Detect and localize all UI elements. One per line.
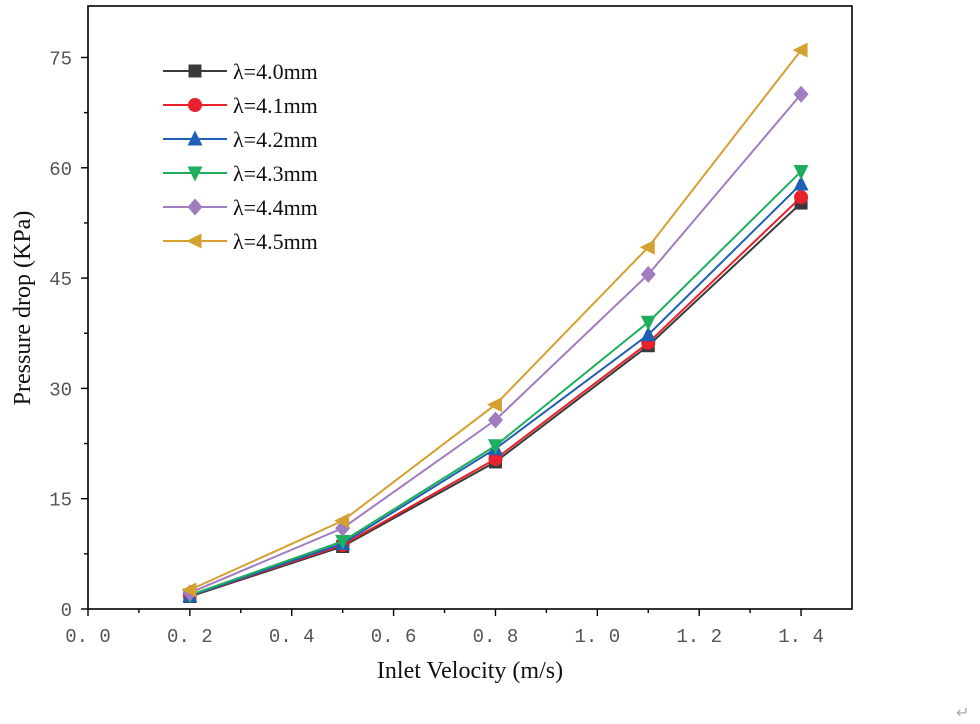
diamond-marker	[793, 85, 809, 103]
plot-frame	[87, 5, 853, 610]
y-axis-title: Pressure drop (KPa)	[10, 211, 36, 406]
legend-label: λ=4.3mm	[233, 161, 318, 186]
series-layer	[181, 42, 809, 604]
legend-item: λ=4.0mm	[163, 59, 318, 84]
legend-label: λ=4.1mm	[233, 93, 318, 118]
triangle-left-marker	[186, 233, 202, 249]
x-tick-label: 1. 4	[778, 626, 824, 648]
triangle-left-marker	[334, 513, 350, 529]
y-tick-label: 30	[49, 379, 72, 401]
y-tick-label: 45	[49, 269, 72, 291]
square-marker	[188, 64, 202, 78]
legend-label: λ=4.0mm	[233, 59, 318, 84]
triangle-down-marker	[335, 534, 351, 550]
circle-marker	[794, 190, 809, 205]
y-tick-label: 15	[49, 490, 72, 512]
diamond-marker	[487, 411, 503, 429]
legend-label: λ=4.5mm	[233, 229, 318, 254]
triangle-left-marker	[639, 239, 655, 255]
x-tick-label: 0. 4	[269, 626, 315, 648]
triangle-left-marker	[486, 397, 502, 413]
legend-item: λ=4.1mm	[163, 93, 318, 118]
triangle-left-marker	[792, 42, 808, 58]
y-tick-label: 0	[61, 600, 72, 622]
x-tick-label: 0. 0	[65, 626, 111, 648]
circle-marker	[488, 451, 503, 466]
x-tick-label: 0. 6	[371, 626, 417, 648]
x-tick-label: 0. 2	[167, 626, 213, 648]
legend-label: λ=4.2mm	[233, 127, 318, 152]
triangle-up-marker	[793, 175, 809, 191]
x-tick-label: 1. 0	[575, 626, 621, 648]
circle-marker	[188, 98, 202, 112]
x-tick-label: 0. 8	[473, 626, 519, 648]
series-5	[181, 42, 808, 598]
x-axis: 0. 0 0. 2 0. 4 0. 6 0. 8 1. 0 1. 2 1. 4	[65, 609, 824, 648]
diamond-marker	[187, 198, 203, 216]
triangle-down-marker	[487, 439, 503, 455]
triangle-up-marker	[187, 130, 203, 146]
series-line	[189, 196, 802, 597]
triangle-down-marker	[793, 164, 809, 180]
legend-item: λ=4.3mm	[163, 161, 318, 186]
x-tick-label: 1. 2	[676, 626, 722, 648]
return-arrow-icon: ↵	[956, 703, 969, 722]
triangle-down-marker	[187, 166, 203, 182]
legend: λ=4.0mm λ=4.1mm λ=4.2mm λ=4.3mm λ=4.4mm λ=4.5…	[163, 59, 318, 254]
plot-border	[87, 5, 853, 610]
legend-label: λ=4.4mm	[233, 195, 318, 220]
x-axis-title: Inlet Velocity (m/s)	[377, 658, 563, 684]
legend-item: λ=4.2mm	[163, 127, 318, 152]
y-tick-label: 75	[49, 48, 72, 70]
triangle-down-marker	[640, 315, 656, 331]
triangle-up-marker	[640, 326, 656, 342]
y-axis: 0 15 30 45 60 75	[49, 48, 88, 622]
y-tick-label: 60	[49, 159, 72, 181]
legend-item: λ=4.4mm	[163, 195, 318, 220]
legend-item: λ=4.5mm	[163, 229, 318, 254]
diamond-marker	[640, 265, 656, 283]
triangle-left-marker	[181, 582, 197, 598]
